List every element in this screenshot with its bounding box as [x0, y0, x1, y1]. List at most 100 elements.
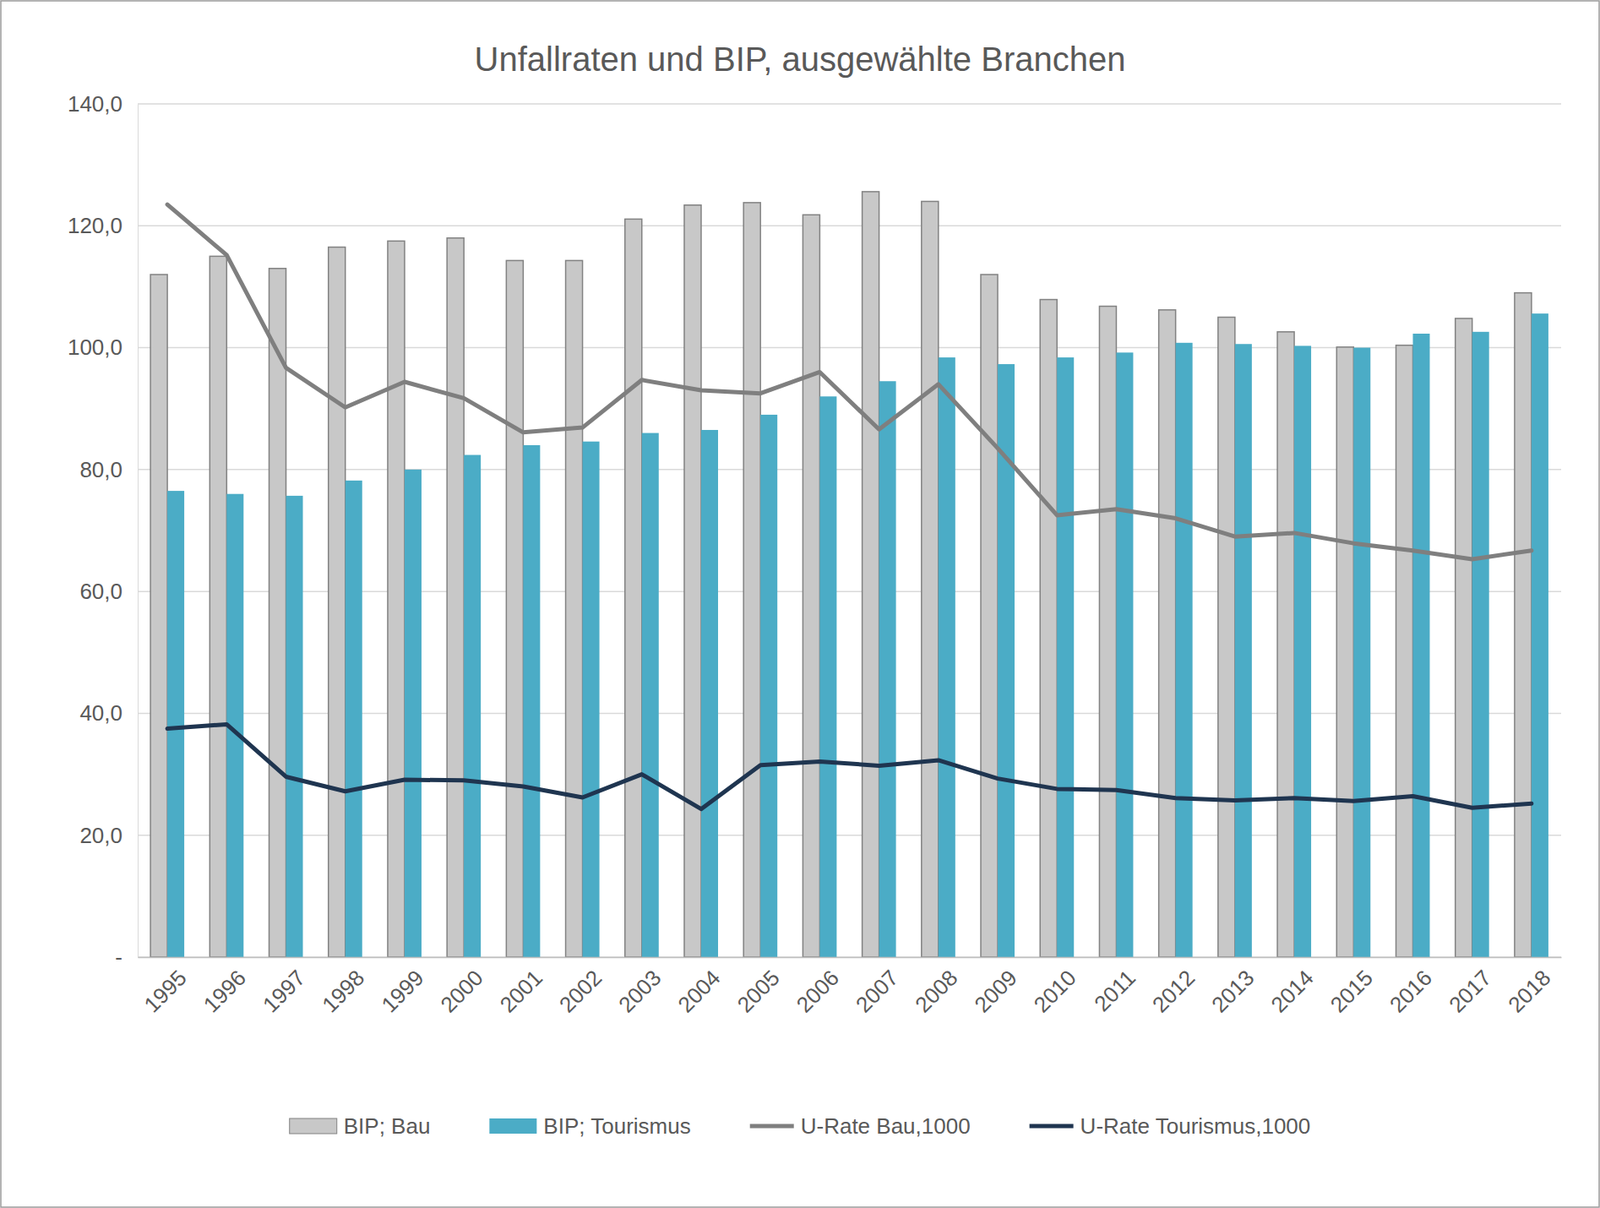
bar — [879, 380, 897, 958]
y-tick-label: 140,0 — [67, 91, 123, 117]
y-tick: 100,0 — [67, 334, 138, 360]
bar — [463, 455, 481, 958]
x-tick: 2008 — [909, 957, 963, 1018]
y-tick-label: 80,0 — [79, 457, 123, 483]
x-tick-label: 1995 — [139, 964, 192, 1018]
bar — [328, 247, 346, 958]
legend-swatch — [1029, 1124, 1074, 1129]
x-tick: 2009 — [968, 957, 1022, 1018]
x-tick-label: 2012 — [1147, 964, 1200, 1018]
bar — [1218, 317, 1236, 958]
x-tick: 2007 — [850, 957, 904, 1018]
x-tick: 2012 — [1147, 957, 1200, 1018]
x-tick: 1998 — [316, 957, 370, 1018]
bar — [743, 202, 761, 958]
bar — [269, 268, 287, 958]
y-tick: 120,0 — [67, 212, 138, 239]
y-tick: - — [114, 944, 138, 970]
legend-swatch — [750, 1124, 795, 1129]
x-axis: 1995199619971998199920002001200220032004… — [138, 957, 1562, 1018]
legend-item: BIP; Bau — [289, 1113, 431, 1139]
bar — [1294, 345, 1312, 958]
x-tick: 2013 — [1206, 957, 1259, 1018]
bar — [1175, 342, 1193, 958]
bar — [921, 201, 939, 958]
y-tick: 60,0 — [79, 578, 138, 605]
x-tick-label: 2016 — [1384, 964, 1437, 1018]
grid — [137, 103, 1562, 958]
x-axis-line — [138, 957, 1562, 959]
y-tick-label: 100,0 — [67, 334, 123, 360]
bar — [642, 433, 659, 958]
legend-swatch — [289, 1118, 338, 1134]
legend: BIP; BauBIP; TourismusU-Rate Bau,1000U-R… — [289, 1113, 1312, 1139]
bar — [1277, 331, 1295, 958]
bar — [1412, 333, 1430, 958]
bar — [404, 469, 422, 958]
x-tick: 2011 — [1088, 957, 1141, 1017]
x-tick: 1995 — [139, 957, 192, 1018]
grid-line — [137, 103, 1562, 105]
bar — [1159, 310, 1176, 958]
x-tick: 1999 — [375, 957, 429, 1018]
x-tick: 2015 — [1325, 957, 1378, 1018]
x-tick: 2005 — [732, 957, 785, 1018]
x-tick-label: 2001 — [495, 964, 548, 1018]
bar — [506, 260, 523, 958]
bar — [446, 238, 464, 958]
x-tick: 2000 — [435, 957, 489, 1018]
x-tick-label: 2010 — [1028, 964, 1082, 1018]
bar — [1472, 331, 1490, 958]
bar — [802, 214, 820, 958]
y-tick-label: - — [114, 944, 123, 970]
bar — [625, 218, 643, 958]
x-tick-label: 2006 — [791, 964, 844, 1018]
bar — [167, 490, 185, 958]
bar — [209, 255, 227, 958]
bar — [150, 274, 168, 958]
x-tick-label: 2018 — [1502, 964, 1556, 1018]
x-tick-label: 1999 — [375, 964, 429, 1018]
y-tick-label: 40,0 — [79, 700, 123, 726]
x-tick-label: 2007 — [850, 964, 904, 1018]
x-tick: 2006 — [791, 957, 844, 1018]
x-tick: 2002 — [554, 957, 607, 1018]
x-tick-label: 1997 — [257, 964, 311, 1018]
bar — [387, 240, 405, 958]
bar — [286, 495, 304, 958]
x-tick: 1997 — [257, 957, 311, 1018]
x-tick: 1996 — [198, 957, 251, 1018]
bar — [1395, 345, 1413, 958]
x-tick: 2001 — [495, 957, 548, 1018]
bar — [980, 274, 998, 958]
bar — [1099, 306, 1116, 958]
x-tick-label: 1996 — [198, 964, 251, 1018]
legend-label: BIP; Bau — [343, 1113, 431, 1139]
y-axis-line — [137, 104, 139, 958]
legend-item: BIP; Tourismus — [489, 1113, 691, 1139]
x-tick-label: 1998 — [316, 964, 370, 1018]
bar — [345, 480, 363, 958]
title: Unfallraten und BIP, ausgewählte Branche… — [474, 40, 1127, 78]
plot: - 20,0 40,0 60,0 80,0 100,0 120,0 140,0 19951996… — [67, 91, 1562, 1018]
bar — [1514, 293, 1532, 958]
x-tick: 2004 — [672, 957, 725, 1018]
x-tick: 2010 — [1028, 957, 1082, 1018]
x-tick-label: 2017 — [1443, 964, 1497, 1018]
bar — [1336, 347, 1354, 958]
bar — [862, 191, 880, 958]
bar — [1353, 348, 1371, 958]
chart: Unfallraten und BIP, ausgewählte Branche… — [0, 0, 1600, 1208]
x-tick-label: 2009 — [968, 964, 1022, 1018]
x-tick: 2014 — [1266, 957, 1319, 1018]
y-tick: 20,0 — [79, 822, 138, 849]
line — [167, 723, 1532, 809]
x-tick-label: 2011 — [1088, 964, 1141, 1017]
legend-label: BIP; Tourismus — [543, 1113, 691, 1139]
x-tick-label: 2000 — [435, 964, 489, 1018]
legend-label: U-Rate Bau,1000 — [800, 1113, 971, 1139]
y-tick: 40,0 — [79, 700, 138, 726]
y-tick-label: 20,0 — [79, 822, 123, 849]
bar-series — [150, 191, 1532, 958]
bar — [1056, 357, 1074, 958]
